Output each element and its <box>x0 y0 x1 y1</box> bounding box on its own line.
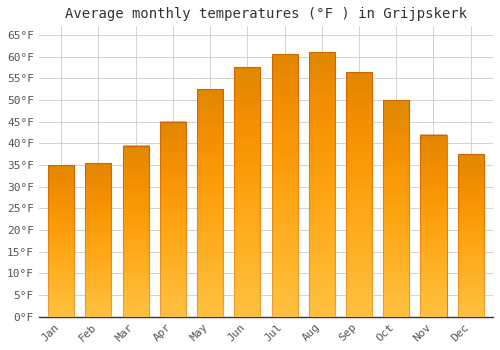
Bar <box>383 100 409 317</box>
Bar <box>458 154 483 317</box>
Bar <box>48 165 74 317</box>
Bar <box>197 89 223 317</box>
Bar <box>234 68 260 317</box>
Bar <box>420 135 446 317</box>
Bar <box>346 72 372 317</box>
Bar <box>160 122 186 317</box>
Bar <box>86 163 112 317</box>
Bar <box>272 55 297 317</box>
Bar <box>308 52 335 317</box>
Bar <box>122 146 148 317</box>
Title: Average monthly temperatures (°F ) in Grijpskerk: Average monthly temperatures (°F ) in Gr… <box>65 7 467 21</box>
